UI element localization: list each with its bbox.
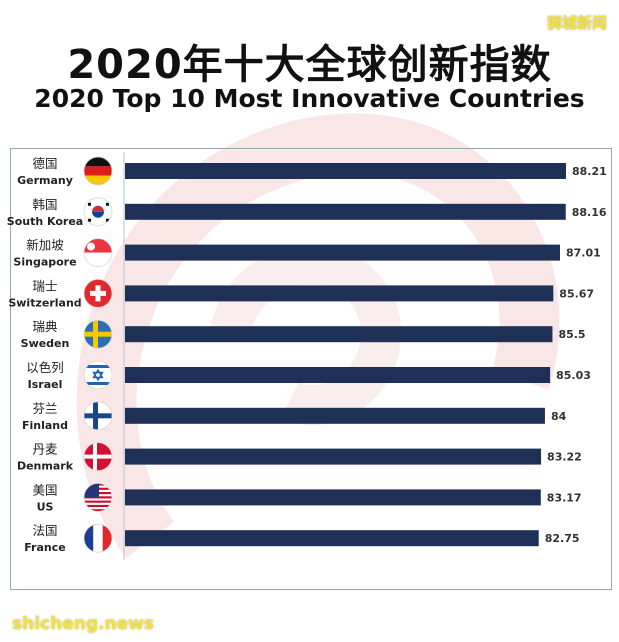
tick-label-en: South Korea (7, 215, 83, 228)
bar (125, 285, 554, 302)
chart-subtitle: 2020 Top 10 Most Innovative Countries (34, 84, 585, 113)
bar-row: 美国 US 83.17 (32, 482, 581, 513)
data-label: 83.17 (547, 491, 582, 504)
denmark-flag-icon (83, 442, 113, 472)
us-flag-icon (83, 482, 113, 512)
data-label: 87.01 (566, 247, 601, 260)
bar-row: 新加坡 Singapore 87.01 (13, 238, 600, 269)
bar (125, 530, 539, 547)
data-label: 82.75 (545, 532, 580, 545)
tick-label-cn: 法国 (32, 523, 57, 538)
bar (125, 367, 551, 383)
chart-frame (10, 148, 612, 590)
site-watermark-top: 狮城新闻 (546, 14, 607, 32)
bar (125, 448, 542, 465)
tick-label-en: Switzerland (8, 296, 81, 309)
bar-row: 芬兰 Finland 84 (22, 401, 567, 432)
bar (125, 326, 553, 343)
chart-title: 2020年十大全球创新指数 (67, 42, 552, 88)
tick-label-en: Denmark (17, 460, 74, 473)
bar-row: 德国 Germany 88.21 (17, 156, 607, 187)
bar-row: 以色列 Israel 85.03 (26, 360, 591, 391)
tick-label-en: Sweden (21, 337, 70, 350)
germany-flag-icon (83, 156, 113, 186)
bar (125, 163, 566, 179)
bar (125, 407, 545, 424)
tick-label-en: France (24, 541, 65, 554)
data-label: 85.5 (558, 328, 585, 341)
data-label: 85.67 (559, 287, 594, 300)
bar-row: 瑞士 Switzerland 85.67 (8, 278, 594, 309)
switzerland-flag-icon (83, 278, 113, 308)
site-watermark-bottom: shicheng.news (12, 614, 154, 634)
tick-label-cn: 德国 (32, 156, 57, 171)
tick-label-en: US (37, 500, 54, 513)
data-label: 84 (551, 410, 567, 423)
south-korea-flag-icon (83, 197, 113, 227)
tick-label-en: Israel (28, 378, 63, 391)
tick-label-cn: 瑞典 (32, 319, 57, 334)
bar (125, 489, 541, 506)
tick-label-cn: 丹麦 (32, 442, 58, 457)
bar-row: 丹麦 Denmark 83.22 (17, 442, 582, 473)
finland-flag-icon (83, 401, 113, 431)
tick-label-en: Finland (22, 419, 68, 432)
data-label: 88.16 (572, 206, 607, 219)
bar-row: 韩国 South Korea 88.16 (7, 197, 607, 228)
bar (125, 244, 561, 261)
israel-flag-icon (83, 360, 113, 390)
bar-row: 法国 France 82.75 (24, 523, 579, 554)
tick-label-cn: 新加坡 (26, 238, 64, 253)
data-label: 83.22 (547, 451, 582, 464)
singapore-flag-icon (83, 238, 113, 268)
tick-label-en: Germany (17, 174, 73, 187)
france-flag-icon (83, 523, 113, 553)
sweden-flag-icon (83, 319, 113, 349)
data-label: 85.03 (556, 369, 591, 382)
tick-label-cn: 美国 (32, 482, 57, 497)
tick-label-cn: 韩国 (32, 197, 57, 212)
data-label: 88.21 (572, 165, 607, 178)
tick-label-cn: 瑞士 (32, 278, 57, 293)
tick-label-cn: 芬兰 (32, 401, 57, 416)
tick-label-cn: 以色列 (26, 360, 64, 375)
tick-label-en: Singapore (13, 256, 76, 269)
bar (125, 203, 566, 220)
bar-row: 瑞典 Sweden 85.5 (21, 319, 586, 350)
